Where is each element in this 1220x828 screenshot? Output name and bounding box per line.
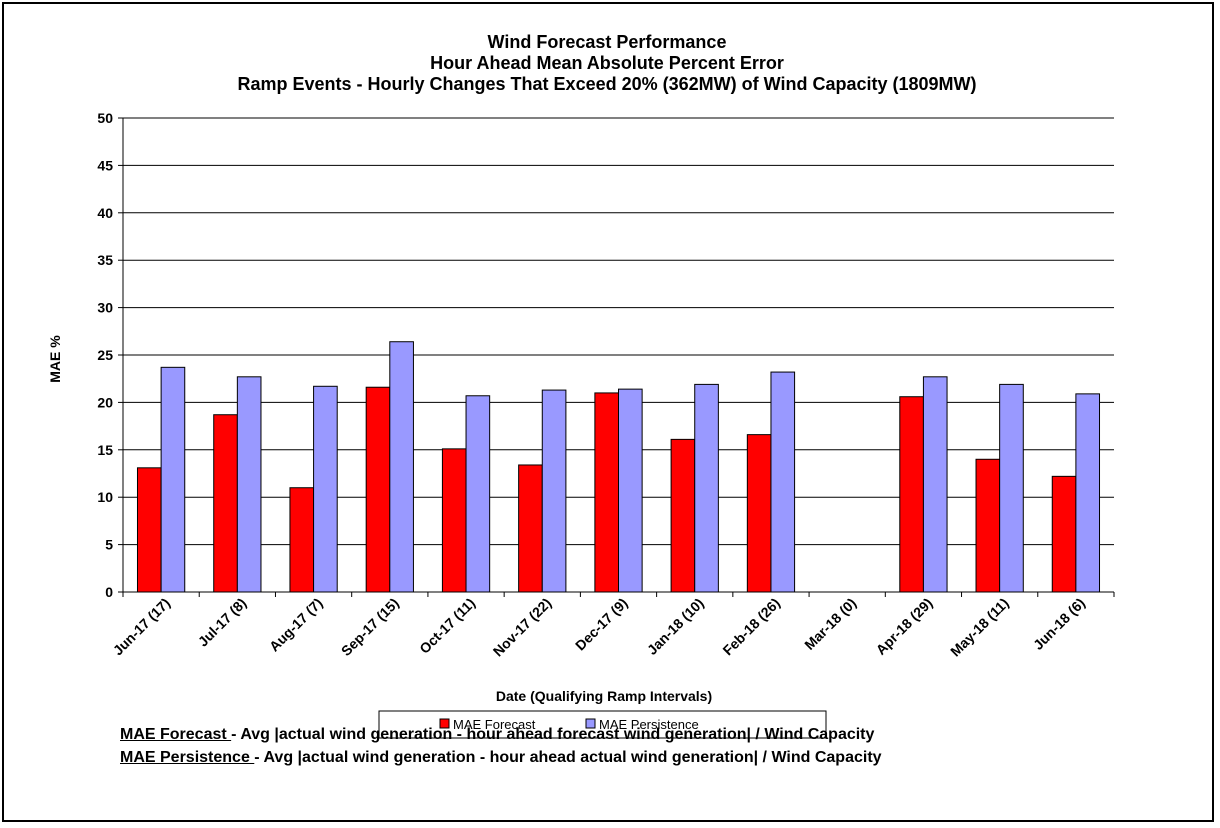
bar-mae-forecast (670, 438, 696, 593)
axes (122, 118, 1115, 597)
y-tick-label: 40 (97, 205, 113, 221)
y-tick-label: 5 (105, 537, 113, 553)
legend-box (378, 710, 827, 739)
y-tick-label: 20 (97, 394, 113, 410)
bar-mae-persistence (922, 376, 948, 593)
x-tick-label: Nov-17 (22) (490, 595, 555, 660)
x-tick-label: Feb-18 (26) (719, 595, 783, 659)
bar-mae-persistence (160, 366, 186, 593)
y-tick-label: 50 (97, 110, 113, 126)
y-tick-label: 30 (97, 300, 113, 316)
legend-swatch (585, 718, 596, 729)
y-tick-label: 10 (97, 489, 113, 505)
x-axis-title: Date (Qualifying Ramp Intervals) (496, 688, 712, 704)
bar-mae-persistence (313, 385, 338, 593)
legend-label: MAE Persistence (599, 717, 699, 732)
bar-mae-forecast (899, 396, 924, 593)
y-tick-label: 25 (97, 347, 113, 363)
bar-mae-persistence (618, 388, 643, 593)
bars (136, 341, 1101, 593)
y-tick-labels: 0 5 10 15 20 25 30 35 40 45 50 (97, 110, 113, 600)
x-tick-label: Jun-18 (6) (1030, 595, 1088, 653)
x-tick-label: Mar-18 (0) (801, 595, 859, 653)
y-axis-title: MAE % (47, 335, 63, 383)
bar-mae-persistence (770, 371, 796, 593)
x-tick-label: Aug-17 (7) (266, 595, 326, 655)
title-line: Hour Ahead Mean Absolute Percent Error (430, 53, 784, 73)
legend-swatch (439, 718, 450, 729)
title-line: Wind Forecast Performance (488, 32, 727, 52)
x-tick-label: May-18 (11) (947, 595, 1012, 660)
x-tick-label: Jan-18 (10) (644, 595, 707, 658)
bar-mae-persistence (389, 341, 414, 593)
bar-mae-forecast (1051, 475, 1077, 593)
bar-mae-forecast (594, 392, 620, 593)
x-tick-label: Jun-17 (17) (110, 595, 174, 659)
x-tick-label: Jul-17 (8) (195, 595, 250, 650)
x-tick-label: Dec-17 (9) (572, 595, 631, 654)
bar-mae-persistence (465, 395, 491, 593)
y-tick-label: 0 (105, 584, 113, 600)
bar-mae-persistence (1075, 393, 1101, 593)
bar-mae-forecast (136, 467, 162, 593)
bar-mae-forecast (289, 487, 315, 593)
bar-mae-forecast (441, 448, 467, 593)
definition-term: MAE Persistence (120, 749, 255, 766)
bar-mae-persistence (694, 383, 719, 593)
legend-label: MAE Forecast (453, 717, 536, 732)
x-tick-label: Apr-18 (29) (873, 595, 936, 658)
x-tick-label: Oct-17 (11) (416, 595, 478, 657)
bar-mae-persistence (999, 383, 1024, 593)
x-tick-label: Sep-17 (15) (338, 595, 402, 659)
definition-term: MAE Forecast (120, 726, 232, 743)
x-tick-labels: Jun-17 (17) Jul-17 (8) Aug-17 (7) Sep-17 (1… (110, 595, 1088, 660)
bar-mae-persistence (541, 389, 567, 593)
y-tick-label: 35 (97, 252, 113, 268)
bar-mae-persistence (236, 376, 262, 593)
definition-text: - Avg |actual wind generation - hour ahe… (231, 726, 875, 743)
bar-mae-forecast (518, 464, 543, 593)
bar-mae-forecast (365, 386, 391, 593)
bar-mae-forecast (975, 458, 1001, 593)
legend: MAE Forecast MAE Persistence (378, 710, 827, 739)
y-tick-label: 15 (97, 442, 113, 458)
y-tick-label: 45 (97, 157, 113, 173)
bar-mae-forecast (213, 414, 238, 593)
title-line: Ramp Events - Hourly Changes That Exceed… (238, 74, 977, 94)
bar-mae-forecast (746, 434, 772, 593)
definition-text: - Avg |actual wind generation - hour ahe… (254, 749, 882, 766)
definition-mae-forecast: MAE Forecast - Avg |actual wind generati… (120, 726, 874, 744)
definition-mae-persistence: MAE Persistence - Avg |actual wind gener… (120, 749, 882, 767)
